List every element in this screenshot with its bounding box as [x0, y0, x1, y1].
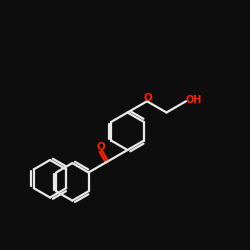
- Text: O: O: [143, 93, 152, 103]
- Text: O: O: [96, 142, 105, 152]
- Text: OH: OH: [185, 95, 202, 105]
